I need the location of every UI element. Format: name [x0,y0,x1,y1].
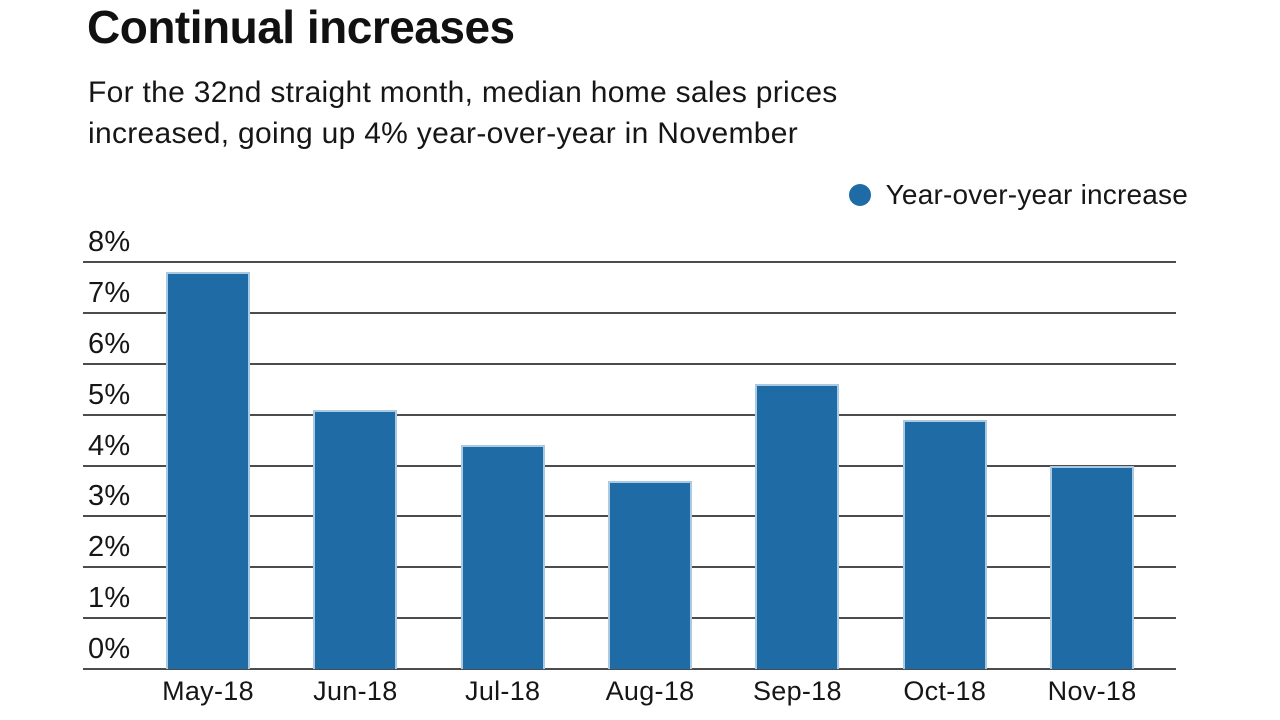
legend: Year-over-year increase [848,179,1188,211]
gridline-6% [83,362,1176,365]
gridline-8% [83,261,1176,263]
x-axis-label-Jun-18: Jun-18 [313,676,398,706]
x-axis-label-Oct-18: Oct-18 [903,676,987,706]
chart-title: Continual increases [87,1,515,53]
y-axis-label-5%: 5% [88,378,131,411]
chart-subtitle: For the 32nd straight month, median home… [88,72,838,154]
y-axis-label-0%: 0% [88,633,131,665]
bar-Oct-18 [902,419,987,669]
bar-Sep-18 [755,384,840,669]
y-axis-label-7%: 7% [88,276,131,309]
bar-Nov-18 [1050,465,1135,669]
bar-May-18 [166,272,250,669]
y-axis-label-1%: 1% [88,582,131,615]
legend-circle-icon [848,184,871,206]
x-axis-label-Jul-18: Jul-18 [465,676,541,706]
x-axis-label-Aug-18: Aug-18 [605,676,695,706]
gridline-4% [83,464,1176,467]
plot-area: 0% 1% 2% 3% 4% 5% 6% 7% 8% May-18 Jun-18 Jul-18 Aug-… [83,228,1176,706]
bar-Jun-18 [313,409,398,669]
y-axis-label-8%: 8% [88,226,131,258]
chart-subtitle-line-2: increased, going up 4% year-over-year in… [88,117,799,150]
y-axis-label-4%: 4% [88,429,131,462]
bar-Aug-18 [608,480,693,669]
legend-label: Year-over-year increase [885,179,1188,210]
y-axis-label-6%: 6% [88,327,131,360]
x-axis-label-Sep-18: Sep-18 [752,676,842,706]
gridline-0% [83,668,1176,670]
y-axis-label-2%: 2% [88,531,131,564]
x-axis-label-Nov-18: Nov-18 [1047,676,1137,706]
y-axis-label-3%: 3% [88,480,131,513]
chart-subtitle-line-1: For the 32nd straight month, median home… [88,76,838,109]
gridline-7% [83,311,1176,314]
bar-Jul-18 [460,445,545,669]
gridline-5% [83,413,1176,416]
x-axis-label-May-18: May-18 [162,676,254,706]
